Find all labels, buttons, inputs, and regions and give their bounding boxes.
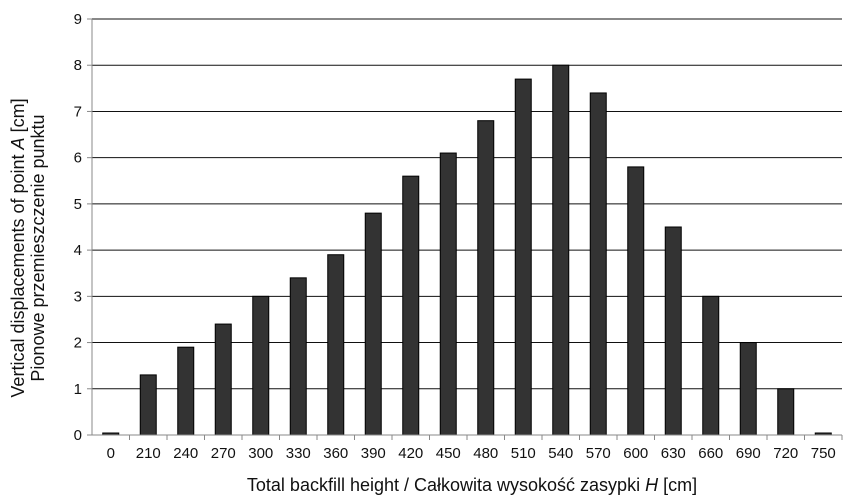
bar-420 — [402, 175, 420, 436]
x-tick-label: 390 — [361, 445, 386, 462]
y-tick-label: 0 — [74, 427, 82, 444]
bars — [102, 64, 832, 436]
y-axis-title-line2: Pionowe przemieszczenie punktu — [28, 114, 48, 381]
bar-690 — [739, 342, 757, 436]
bar-330 — [289, 277, 307, 436]
x-axis-title-prefix: Total backfill height / Całkowita wysoko… — [247, 475, 645, 495]
axes — [91, 19, 842, 436]
y-axis-title-line1: Vertical displacements of point A [cm] — [8, 98, 28, 397]
x-axis-title: Total backfill height / Całkowita wysoko… — [247, 475, 697, 495]
x-tick-label: 570 — [586, 445, 611, 462]
bar-360 — [327, 254, 345, 436]
y-tick-label: 2 — [74, 335, 82, 352]
y-tick-label: 9 — [74, 11, 82, 28]
y-tick-label: 7 — [74, 103, 82, 120]
x-tick-label: 210 — [136, 445, 161, 462]
x-tick-label: 480 — [473, 445, 498, 462]
bar-390 — [364, 212, 382, 436]
y-tick-label: 1 — [74, 381, 82, 398]
bar-240 — [177, 346, 195, 436]
x-tick-label: 630 — [661, 445, 686, 462]
x-tick-label: 240 — [173, 445, 198, 462]
x-tick-label: 510 — [511, 445, 536, 462]
bar-510 — [514, 78, 532, 436]
x-tick-labels: 0 210 240 270 300 330 360 390 420 450 480 510 540 570… — [107, 435, 843, 462]
gridlines — [92, 18, 842, 390]
bar-210 — [139, 374, 157, 436]
bar-600 — [627, 166, 645, 436]
bar-300 — [252, 295, 270, 436]
bar-450 — [439, 152, 457, 436]
y-tick-labels: 0 1 2 3 4 5 6 7 8 9 — [74, 11, 92, 444]
x-tick-label: 660 — [698, 445, 723, 462]
x-tick-label: 0 — [107, 445, 115, 462]
bar-540 — [552, 64, 570, 436]
y-axis-title-prefix: Vertical displacements of point — [8, 149, 28, 397]
y-axis-title-suffix: [cm] — [8, 98, 28, 137]
bar-720 — [777, 388, 795, 436]
x-tick-label: 270 — [211, 445, 236, 462]
y-tick-label: 8 — [74, 57, 82, 74]
x-tick-label: 600 — [623, 445, 648, 462]
bar-660 — [702, 295, 720, 436]
x-tick-label: 540 — [548, 445, 573, 462]
bar-630 — [664, 226, 682, 436]
x-tick-label: 450 — [436, 445, 461, 462]
y-axis-title-variable: A — [8, 137, 28, 150]
bar-570 — [589, 92, 607, 436]
y-tick-label: 3 — [74, 288, 82, 305]
x-tick-label: 360 — [323, 445, 348, 462]
x-tick-label: 750 — [811, 445, 836, 462]
y-tick-label: 5 — [74, 196, 82, 213]
x-tick-label: 720 — [773, 445, 798, 462]
bar-270 — [214, 323, 232, 436]
x-axis-title-variable: H — [645, 475, 659, 495]
y-tick-label: 6 — [74, 150, 82, 167]
x-tick-label: 690 — [736, 445, 761, 462]
x-tick-label: 330 — [286, 445, 311, 462]
bar-480 — [477, 120, 495, 436]
y-tick-label: 4 — [74, 242, 82, 259]
x-tick-label: 300 — [248, 445, 273, 462]
x-tick-label: 420 — [398, 445, 423, 462]
x-axis-title-suffix: [cm] — [658, 475, 697, 495]
